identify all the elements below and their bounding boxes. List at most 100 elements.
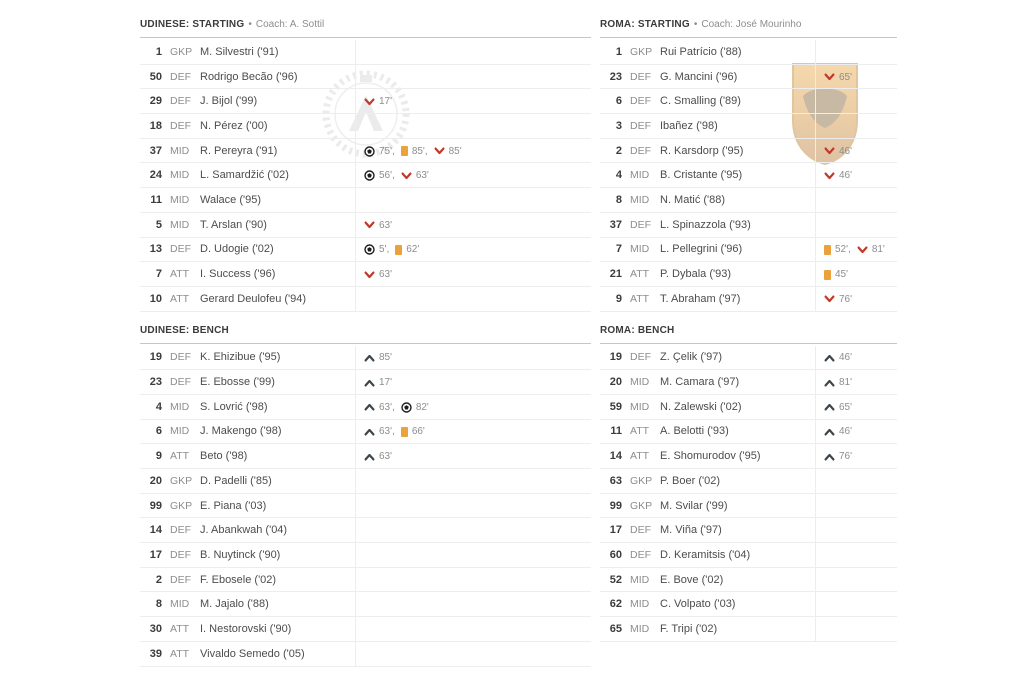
player-position: ATT (630, 268, 650, 281)
player-row: 1 GKP Rui Patrício ('88) (600, 40, 897, 65)
match-event: 66' (400, 426, 425, 438)
player-number: 1 (615, 45, 622, 58)
player-name: Vivaldo Semedo ('05) (200, 647, 305, 660)
player-events (355, 493, 591, 519)
player-number: 23 (609, 70, 622, 83)
player-name: I. Success ('96) (200, 268, 276, 281)
player-name: M. Silvestri ('91) (200, 45, 279, 58)
player-name: C. Volpato ('03) (660, 598, 736, 611)
player-row: 50 DEF Rodrigo Becão ('96) (140, 64, 591, 90)
player-number: 10 (149, 292, 162, 305)
sub-off-icon (364, 271, 375, 279)
player-position: ATT (170, 622, 190, 635)
match-event: 46' (824, 146, 852, 157)
player-name: M. Jajalo ('88) (200, 598, 269, 611)
match-event: 63' (401, 170, 429, 181)
player-events (815, 617, 897, 642)
event-minute: 45' (835, 269, 849, 281)
match-event: 85' (364, 352, 392, 363)
yellow-card-icon (395, 244, 403, 255)
player-number: 37 (149, 144, 162, 157)
player-number: 8 (155, 598, 162, 611)
player-position: MID (170, 425, 190, 438)
player-position: ATT (170, 450, 190, 463)
player-row: 37 DEF L. Spinazzola ('93) (600, 212, 897, 238)
player-row: 39 ATT Vivaldo Semedo ('05) (140, 641, 591, 667)
player-row: 30 ATT I. Nestorovski ('90) (140, 617, 591, 642)
player-name: E. Shomurodov ('95) (660, 450, 761, 463)
player-name: M. Camara ('97) (660, 376, 740, 389)
player-position: ATT (630, 292, 650, 305)
match-event: 5', (364, 244, 389, 255)
sub-on-icon (364, 379, 375, 387)
player-name: E. Piana ('03) (200, 499, 267, 512)
player-name: M. Svilar ('99) (660, 499, 728, 512)
player-row: 62 MID C. Volpato ('03) (600, 592, 897, 618)
player-position: DEF (630, 351, 651, 364)
player-row: 14 DEF J. Abankwah ('04) (140, 518, 591, 544)
player-position: MID (630, 376, 650, 389)
section-title: ROMA: BENCH (600, 324, 675, 336)
player-position: DEF (630, 548, 651, 561)
player-row: 14 ATT E. Shomurodov ('95) 76' (600, 444, 897, 469)
sub-on-icon (824, 453, 835, 461)
player-events: 45' (815, 262, 897, 287)
event-minute: 81' (839, 377, 853, 389)
player-name: M. Viña ('97) (660, 524, 722, 537)
match-event: 85', (400, 146, 428, 157)
event-minute: 63' (415, 170, 429, 182)
sub-on-icon (364, 428, 375, 436)
player-events (815, 89, 897, 115)
sub-on-icon (364, 403, 375, 411)
player-name: F. Tripi ('02) (660, 622, 718, 635)
player-position: DEF (630, 218, 651, 231)
player-row: 23 DEF E. Ebosse ('99) 17' (140, 370, 591, 395)
match-event: 63' (364, 451, 392, 462)
player-position: MID (630, 193, 650, 206)
event-minute: 85' (448, 145, 462, 157)
player-row: 19 DEF K. Ehizibue ('95) 85' (140, 345, 591, 371)
player-events (815, 188, 897, 213)
player-row: 37 MID R. Pereyra ('91) 75', 85', 85' (140, 138, 591, 164)
player-name: P. Boer ('02) (660, 474, 720, 487)
player-events (355, 543, 591, 568)
match-event: 56', (364, 170, 395, 181)
player-position: DEF (630, 524, 651, 537)
player-events (355, 641, 591, 667)
player-name: B. Nuytinck ('90) (200, 548, 281, 561)
player-row: 3 DEF Ibañez ('98) (600, 114, 897, 139)
player-name: L. Pellegrini ('96) (660, 243, 743, 256)
player-events (355, 567, 591, 593)
player-number: 3 (615, 119, 622, 132)
player-number: 99 (609, 499, 622, 512)
player-events (355, 518, 591, 544)
player-number: 65 (609, 622, 622, 635)
sub-off-icon (824, 172, 835, 180)
player-position: GKP (630, 45, 653, 58)
player-position: DEF (630, 70, 651, 83)
player-name: N. Zalewski ('02) (660, 400, 742, 413)
event-minute: 56', (379, 170, 395, 182)
player-row: 24 MID L. Samardžić ('02) 56', 63' (140, 163, 591, 189)
player-position: MID (630, 622, 650, 635)
player-name: J. Makengo ('98) (200, 425, 282, 438)
event-minute: 76' (839, 293, 853, 305)
event-minute: 63', (379, 426, 395, 438)
player-events: 56', 63' (355, 163, 591, 189)
sub-off-icon (401, 172, 412, 180)
player-number: 30 (149, 622, 162, 635)
player-name: Rui Patrício ('88) (660, 45, 742, 58)
player-events (815, 40, 897, 65)
player-events (815, 543, 897, 568)
player-position: ATT (170, 268, 190, 281)
player-row: 59 MID N. Zalewski ('02) 65' (600, 394, 897, 420)
match-event: 17' (364, 377, 392, 388)
player-number: 14 (609, 450, 622, 463)
sub-off-icon (434, 147, 445, 155)
event-minute: 46' (839, 170, 853, 182)
player-events (815, 114, 897, 139)
udinese-column: UDINESE: STARTING • Coach: A. Sottil 1 GKP M… (140, 15, 591, 667)
event-minute: 66' (411, 426, 425, 438)
player-name: Z. Çelik ('97) (660, 351, 722, 364)
player-events: 76' (815, 286, 897, 312)
